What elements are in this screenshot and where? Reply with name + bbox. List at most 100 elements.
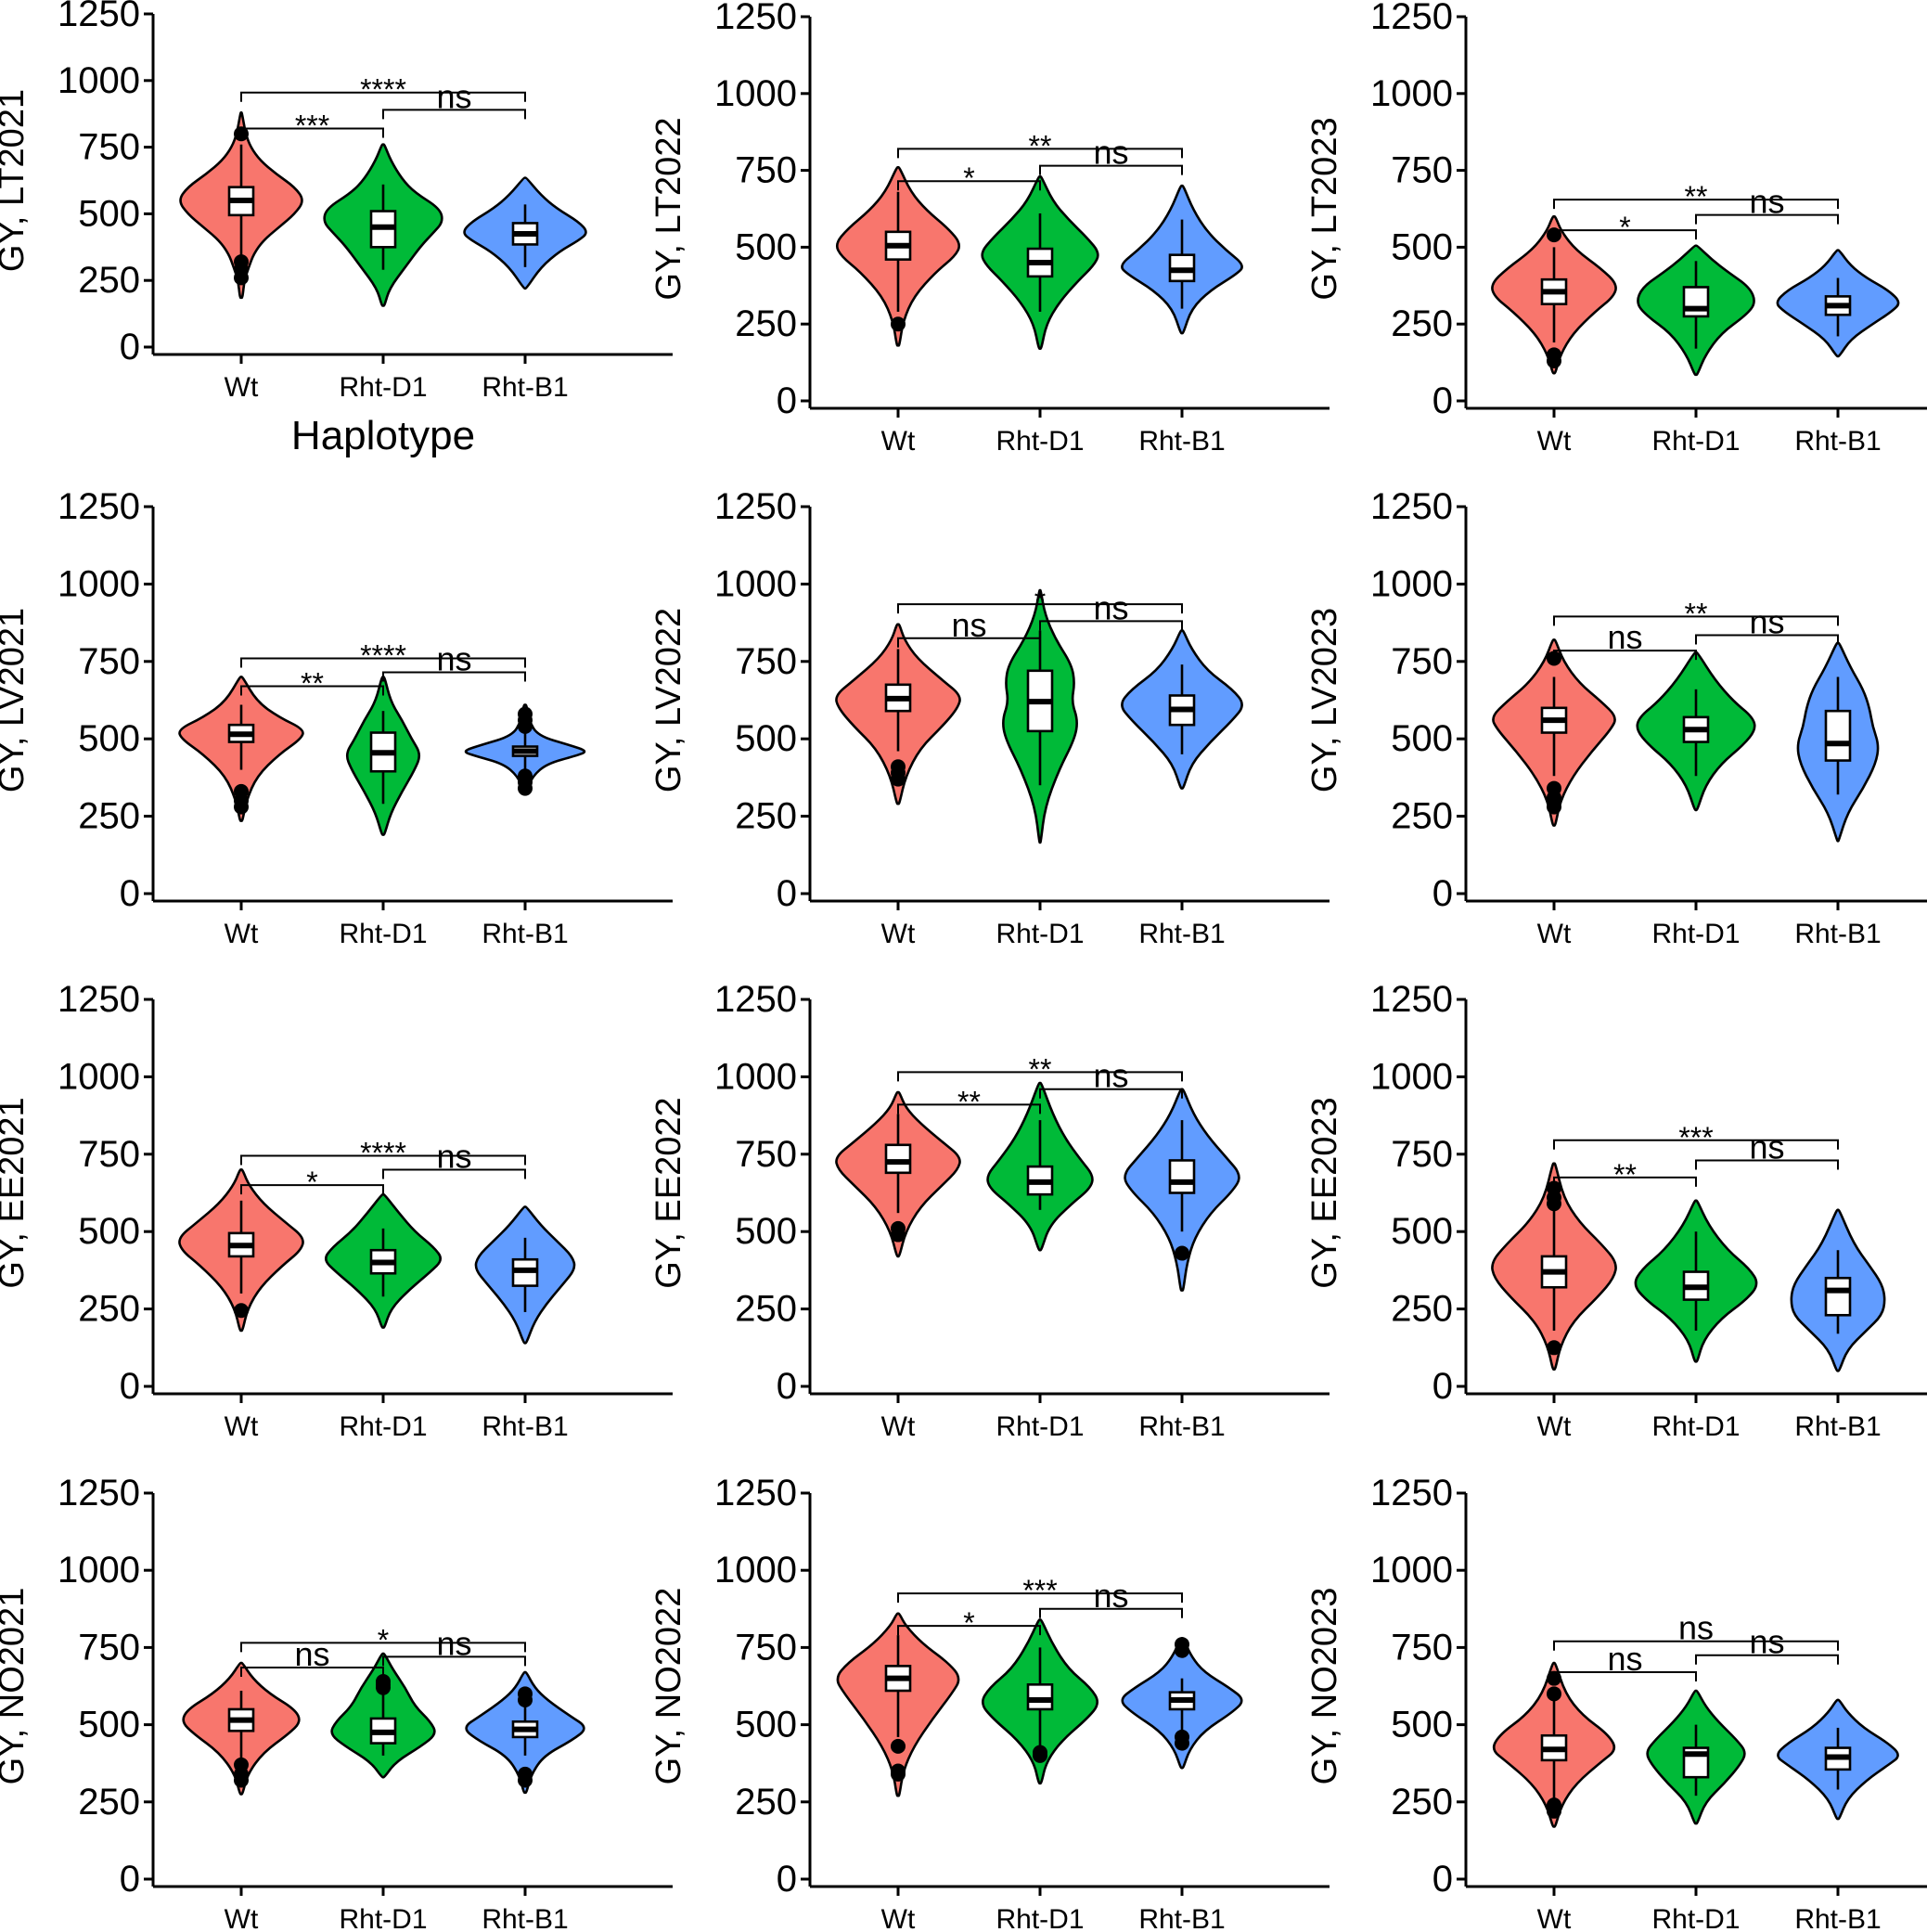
x-tick-label: Wt: [225, 919, 259, 949]
outlier-point: [518, 706, 533, 722]
x-axis-label: Haplotype: [291, 413, 475, 458]
outlier-point: [234, 783, 249, 799]
significance-label: ns: [1093, 134, 1128, 172]
significance-label: ****: [360, 73, 406, 107]
x-tick-label: Rht-B1: [482, 1904, 568, 1932]
significance-bracket: [897, 1592, 1183, 1604]
significance-bracket: [1553, 615, 1839, 626]
y-axis-label: GY, LV2022: [649, 608, 688, 792]
significance-bracket: [382, 109, 526, 120]
outlier-point: [1547, 1180, 1561, 1196]
x-tick-label: Wt: [225, 372, 259, 403]
panel-r1c2: 0 250 500 750 1000 1250 GY, LT2022 Wt Rht-D1 Rht-…: [649, 0, 1330, 457]
x-tick-label: Wt: [881, 426, 916, 457]
outlier-point: [1175, 1729, 1189, 1745]
y-tick-label: 1000: [714, 1056, 797, 1097]
significance-bracket: [897, 1103, 1041, 1114]
outlier-point: [1547, 1797, 1561, 1813]
x-tick-label: Wt: [1537, 1411, 1572, 1442]
significance-label: *: [963, 1606, 974, 1640]
significance-label: **: [301, 666, 324, 700]
significance-label: ***: [1678, 1121, 1713, 1154]
y-tick-label: 500: [735, 226, 797, 267]
y-tick-label: 1000: [1370, 1056, 1453, 1097]
significance-bracket: [382, 1168, 526, 1179]
x-tick-label: Rht-D1: [339, 372, 427, 403]
y-tick-label: 0: [120, 1859, 140, 1900]
significance-bracket: [1695, 1654, 1839, 1665]
x-tick-label: Rht-D1: [339, 919, 427, 949]
x-tick-label: Rht-D1: [1651, 426, 1740, 457]
significance-bracket: [1039, 1088, 1183, 1099]
y-tick-label: 500: [78, 1705, 140, 1745]
y-tick-label: 1000: [58, 1056, 140, 1097]
y-tick-label: 1250: [58, 979, 140, 1020]
significance-bracket: [240, 1154, 526, 1166]
significance-bracket: [1553, 199, 1839, 210]
box-rht-b1: [1824, 1276, 1852, 1317]
y-tick-label: 1250: [714, 486, 797, 527]
significance-bracket: [1039, 620, 1183, 631]
y-tick-label: 250: [735, 1289, 797, 1330]
y-axis-label: GY, NO2023: [1305, 1588, 1344, 1785]
outlier-point: [891, 759, 906, 775]
significance-bracket: [240, 1642, 526, 1653]
panel-r3c2: 0 250 500 750 1000 1250 GY, EE2022 Wt Rht-D1 Rht-…: [649, 979, 1330, 1442]
y-tick-label: 750: [78, 641, 140, 682]
significance-label: *: [1619, 211, 1630, 244]
significance-label: ***: [1022, 1574, 1057, 1607]
significance-label: **: [1613, 1158, 1637, 1191]
significance-bracket: [897, 148, 1183, 159]
x-tick-label: Rht-B1: [1794, 426, 1881, 457]
y-tick-label: 0: [120, 327, 140, 367]
x-tick-label: Rht-D1: [996, 426, 1084, 457]
x-tick-label: Rht-D1: [1651, 919, 1740, 949]
y-tick-label: 250: [1391, 796, 1453, 837]
significance-label: **: [957, 1085, 981, 1118]
x-tick-label: Wt: [225, 1904, 259, 1932]
significance-bracket: [1553, 1139, 1839, 1150]
y-tick-label: 250: [78, 1289, 140, 1330]
significance-bracket: [240, 685, 384, 696]
significance-bracket: [897, 1071, 1183, 1082]
x-tick-label: Rht-B1: [482, 919, 568, 949]
x-tick-label: Rht-B1: [482, 1411, 568, 1442]
y-tick-label: 1000: [58, 563, 140, 604]
panel-r4c2: 0 250 500 750 1000 1250 GY, NO2022 Wt Rht-D1 Rht-…: [649, 1473, 1330, 1932]
y-tick-label: 750: [735, 1134, 797, 1175]
x-tick-label: Rht-D1: [996, 919, 1084, 949]
outlier-point: [518, 1686, 533, 1702]
y-tick-label: 750: [78, 1134, 140, 1175]
outlier-point: [1175, 1637, 1189, 1653]
significance-bracket: [1553, 1640, 1839, 1651]
significance-bracket: [240, 127, 384, 138]
x-tick-label: Wt: [881, 919, 916, 949]
y-tick-label: 250: [735, 1782, 797, 1823]
y-tick-label: 250: [78, 260, 140, 301]
panel-r2c3: 0 250 500 750 1000 1250 GY, LV2023 Wt Rht-D1 Rht-…: [1305, 486, 1927, 949]
y-tick-label: 500: [78, 1211, 140, 1252]
panel-r1c1: 0 250 500 750 1000 1250 GY, LT2021 Wt Rht-D1 Rht-…: [0, 0, 673, 458]
y-tick-label: 1000: [1370, 73, 1453, 114]
significance-label: ***: [295, 109, 329, 142]
y-tick-label: 500: [1391, 1211, 1453, 1252]
outlier-point: [1547, 347, 1561, 363]
significance-bracket: [897, 180, 1041, 191]
x-tick-label: Rht-B1: [1794, 919, 1881, 949]
significance-bracket: [382, 1655, 526, 1667]
y-tick-label: 1250: [1370, 1473, 1453, 1513]
significance-label: ns: [951, 606, 986, 644]
y-tick-label: 1250: [714, 979, 797, 1020]
significance-label: **: [1029, 1052, 1052, 1086]
y-tick-label: 0: [1432, 380, 1453, 421]
significance-bracket: [1695, 1159, 1839, 1170]
significance-label: **: [1029, 129, 1052, 162]
outlier-point: [1033, 1745, 1047, 1760]
panel-r3c3: 0 250 500 750 1000 1250 GY, EE2023 Wt Rht-D1 Rht-…: [1305, 979, 1927, 1442]
panel-r3c1: 0 250 500 750 1000 1250 GY, EE2021 Wt Rht-D1 Rht-…: [0, 979, 673, 1442]
y-tick-label: 0: [777, 1366, 797, 1407]
y-tick-label: 750: [78, 1627, 140, 1668]
significance-bracket: [382, 671, 526, 682]
y-axis-label: GY, LV2023: [1305, 608, 1344, 792]
